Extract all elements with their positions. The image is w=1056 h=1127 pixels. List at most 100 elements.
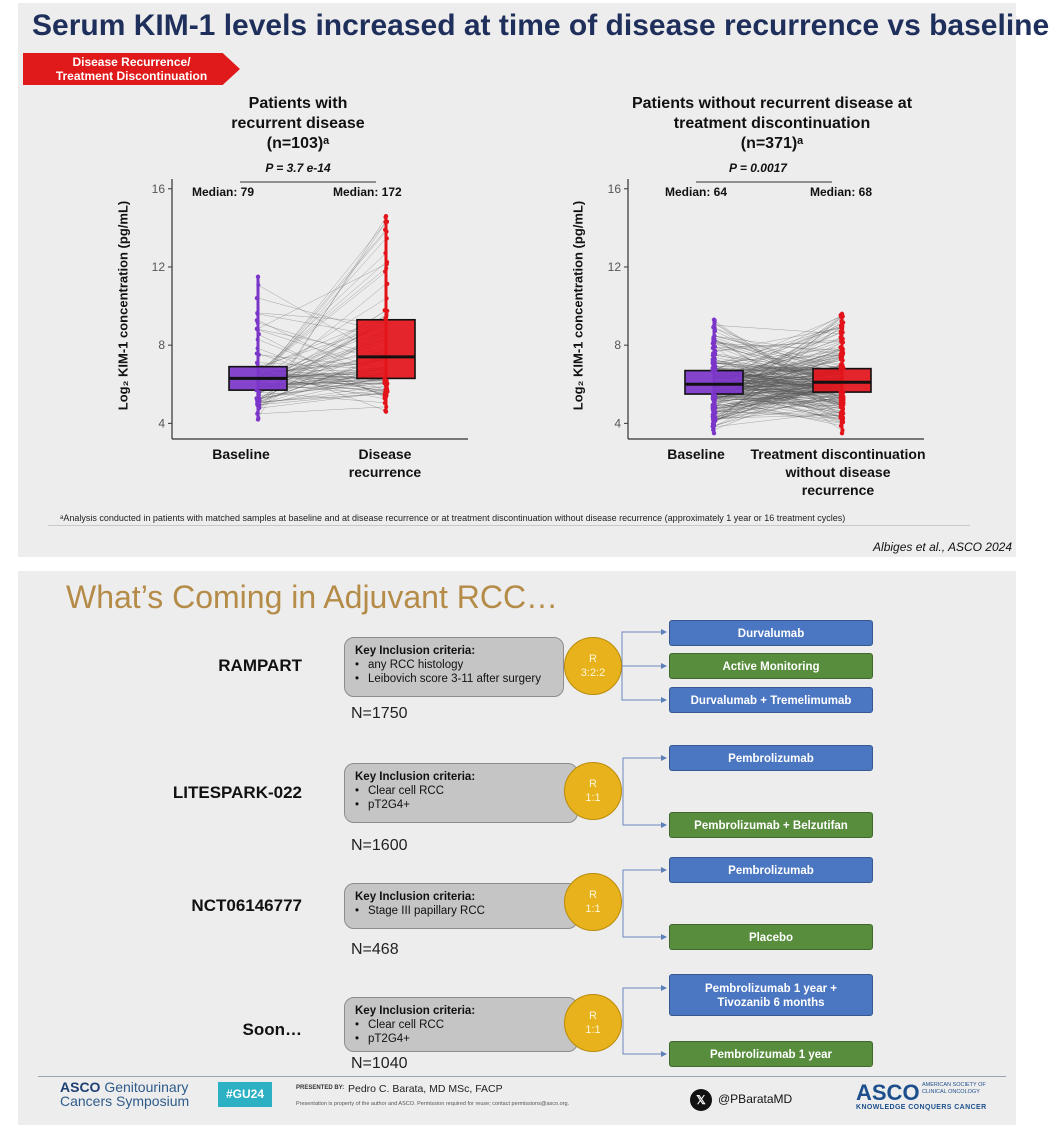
paired-line — [713, 397, 843, 409]
data-point — [711, 345, 716, 350]
data-point — [840, 406, 845, 411]
criteria-header: Key Inclusion criteria: — [355, 891, 476, 903]
data-point — [711, 406, 716, 411]
footnote: ᵃAnalysis conducted in patients with mat… — [60, 513, 846, 523]
paired-line — [713, 400, 843, 407]
y-tick-label: 4 — [158, 416, 165, 430]
hashtag-badge: #GU24 — [218, 1082, 272, 1107]
paired-line — [713, 342, 843, 351]
arm-active-monitoring: Active Monitoring — [669, 653, 873, 679]
data-point — [383, 213, 389, 219]
data-point — [711, 427, 716, 432]
right-median-discontinuation: Median: 68 — [810, 185, 873, 199]
data-point — [383, 251, 388, 256]
paired-line — [713, 404, 843, 411]
left-median-recurrence: Median: 172 — [333, 185, 402, 199]
paired-line — [257, 390, 387, 403]
criteria-header: Key Inclusion criteria: — [355, 771, 476, 783]
asco-gu-genitourinary: Genitourinary — [104, 1079, 189, 1095]
right-panel-title: Patients without recurrent disease at tr… — [602, 94, 942, 154]
twitter-handle[interactable]: @PBarataMD — [718, 1092, 793, 1106]
data-point — [711, 362, 716, 367]
asco-gu-symposium: Cancers Symposium — [60, 1093, 190, 1109]
disclaimer: Presentation is property of the author a… — [296, 1101, 570, 1107]
trial-name-rampart: RAMPART — [218, 656, 302, 675]
y-tick-label: 12 — [152, 260, 166, 274]
data-point — [384, 262, 389, 267]
data-point — [711, 421, 716, 426]
criteria-box-rampart: Key Inclusion criteria: any RCC histolog… — [344, 637, 564, 697]
rand-label: R — [589, 1010, 597, 1022]
asco-subtitle: AMERICAN SOCIETY OF CLINICAL ONCOLOGY — [922, 1082, 986, 1096]
paired-line — [257, 378, 387, 400]
y-tick-label: 16 — [608, 182, 622, 196]
data-points — [254, 274, 262, 422]
data-point — [838, 357, 843, 362]
asco-tagline: KNOWLEDGE CONQUERS CANCER — [856, 1104, 987, 1111]
arm-durvalumab: Durvalumab — [669, 620, 873, 646]
paired-line — [713, 341, 843, 349]
footer-divider — [38, 1076, 1006, 1077]
left-p-value: P = 3.7 e-14 — [265, 161, 331, 175]
paired-line — [257, 353, 387, 396]
data-point — [713, 328, 718, 333]
data-point — [254, 296, 259, 301]
y-tick-label: 4 — [614, 416, 621, 430]
data-point — [383, 269, 388, 274]
asco-sub-1: AMERICAN SOCIETY OF — [922, 1082, 986, 1088]
box-body — [812, 367, 872, 393]
right-median-baseline: Median: 64 — [665, 185, 728, 199]
citation: Albiges et al., ASCO 2024 — [873, 540, 1012, 554]
asco-gu-logo: ASCO Genitourinary Cancers Symposium — [60, 1080, 189, 1108]
right-y-axis-label: Log₂ KIM-1 concentration (pg/mL) — [570, 200, 586, 411]
trial-name-litespark: LITESPARK-022 — [172, 783, 302, 802]
asco-gu-asco: ASCO — [60, 1079, 101, 1095]
data-point — [839, 402, 844, 407]
kim1-slide: Serum KIM-1 levels increased at time of … — [18, 3, 1049, 557]
arm-line-1: Pembrolizumab 1 year + — [705, 983, 837, 995]
right-x-label-discontinuation: Treatment discontinuation without diseas… — [750, 446, 926, 498]
ribbon-banner: Disease Recurrence/ Treatment Discontinu… — [23, 53, 240, 85]
data-point — [384, 296, 389, 301]
criteria-item: any RCC histology — [355, 658, 553, 672]
paired-line — [713, 392, 843, 426]
paired-line — [257, 268, 387, 373]
data-point — [255, 411, 260, 416]
data-point — [254, 318, 259, 323]
trial-connectors — [621, 629, 667, 1057]
criteria-item: Clear cell RCC — [355, 1018, 567, 1032]
left-boxplot: 4 8 12 16 — [152, 179, 468, 440]
paired-line — [713, 335, 843, 370]
data-point — [841, 340, 846, 345]
right-title-line-3: (n=371)ᵃ — [740, 135, 804, 152]
paired-line — [257, 229, 387, 380]
asco-sub-2: CLINICAL ONCOLOGY — [922, 1089, 980, 1095]
rand-label: R — [589, 889, 597, 901]
left-x-label-baseline: Baseline — [212, 446, 270, 462]
n-soon: N=1040 — [351, 1055, 408, 1072]
trial-name-nct06146777: NCT06146777 — [191, 896, 302, 915]
paired-line — [257, 252, 387, 374]
randomization-circle-nct06146777: R 1:1 — [564, 873, 622, 931]
paired-line — [713, 398, 843, 409]
asco-logo: ASCO — [856, 1080, 920, 1105]
left-title-line-2: recurrent disease — [231, 115, 365, 132]
box-body — [356, 318, 416, 380]
data-point — [383, 316, 388, 321]
randomization-circle-rampart: R 3:2:2 — [564, 637, 622, 695]
criteria-item: Clear cell RCC — [355, 784, 567, 798]
data-point — [711, 430, 717, 436]
data-point — [256, 392, 261, 397]
data-point — [840, 352, 845, 357]
data-point — [712, 323, 717, 328]
data-point — [256, 406, 261, 411]
adjuvant-rcc-slide: What’s Coming in Adjuvant RCC… RAMPART K… — [18, 571, 1016, 1125]
rand-label: R — [589, 653, 597, 665]
arm-pembrolizumab: Pembrolizumab — [669, 745, 873, 771]
rand-ratio: 3:2:2 — [580, 667, 606, 679]
box-body — [684, 369, 744, 395]
data-point — [841, 320, 846, 325]
data-point — [255, 337, 260, 342]
data-point — [255, 327, 260, 332]
paired-line — [257, 382, 387, 396]
